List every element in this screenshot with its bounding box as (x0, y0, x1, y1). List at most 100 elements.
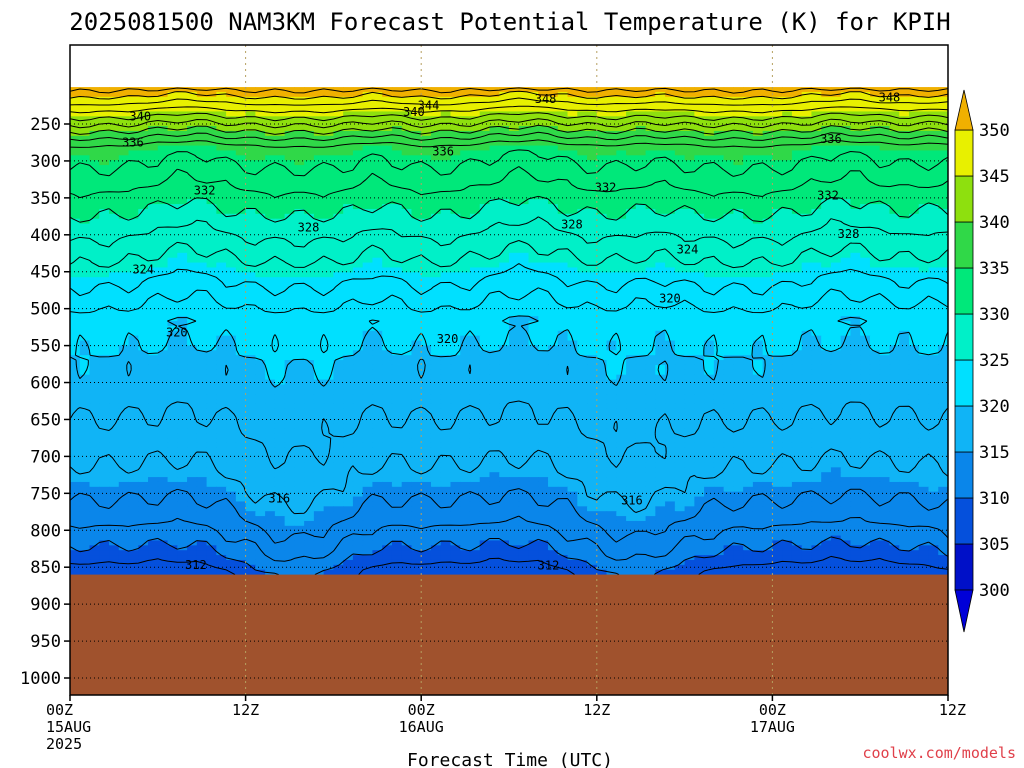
field-cell (918, 238, 930, 244)
field-cell (811, 174, 822, 181)
field-cell (245, 184, 256, 191)
field-cell (577, 228, 588, 234)
field-cell (333, 91, 344, 98)
field-cell (245, 316, 256, 322)
field-cell (908, 262, 920, 269)
field-cell (157, 101, 169, 108)
field-cell (713, 204, 725, 210)
field-cell (99, 306, 110, 312)
field-cell (352, 257, 364, 264)
field-cell (635, 316, 647, 322)
field-cell (762, 213, 773, 220)
field-cell (782, 106, 793, 113)
field-cell (713, 145, 725, 152)
field-cell (596, 247, 608, 254)
field-cell (265, 340, 276, 347)
field-cell (450, 262, 461, 269)
field-cell (216, 218, 227, 225)
field-cell (469, 223, 481, 230)
field-cell (196, 213, 208, 220)
field-cell (372, 189, 383, 195)
field-cell (499, 106, 510, 113)
field-cell (469, 243, 481, 249)
field-cell (811, 350, 822, 356)
field-cell (138, 130, 149, 137)
field-cell (577, 257, 588, 264)
field-cell (99, 199, 110, 205)
field-cell (577, 130, 588, 137)
field-cell (255, 96, 266, 103)
field-cell (606, 223, 617, 230)
field-cell (479, 208, 491, 215)
field-cell (450, 286, 461, 293)
field-cell (274, 355, 286, 361)
field-cell (304, 174, 315, 181)
field-cell (860, 101, 871, 108)
field-cell (479, 316, 491, 322)
field-cell (801, 316, 813, 322)
field-cell (723, 165, 734, 171)
field-cell (626, 277, 637, 283)
field-cell (733, 96, 744, 103)
field-cell (528, 291, 539, 298)
field-cell (196, 286, 208, 293)
field-cell (665, 262, 676, 269)
field-cell (382, 160, 393, 166)
field-cell (762, 223, 773, 230)
field-cell (801, 150, 813, 156)
field-cell (372, 291, 383, 298)
field-cell (372, 252, 383, 259)
field-cell (274, 145, 286, 152)
field-cell (713, 223, 725, 230)
field-cell (538, 306, 549, 312)
field-cell (635, 111, 647, 117)
field-cell (606, 96, 617, 103)
field-cell (889, 145, 900, 152)
field-cell (811, 321, 822, 327)
field-cell (489, 150, 500, 156)
field-cell (557, 208, 569, 215)
field-cell (791, 223, 803, 230)
field-cell (235, 91, 247, 98)
field-cell (723, 184, 734, 191)
field-cell (479, 262, 491, 269)
field-cell (548, 267, 559, 273)
field-cell (762, 316, 773, 322)
field-cell (821, 165, 832, 171)
field-cell (226, 325, 237, 332)
field-cell (89, 286, 100, 293)
field-cell (567, 91, 578, 98)
field-cell (99, 252, 110, 259)
field-cell (762, 238, 773, 244)
field-cell (518, 160, 530, 166)
field-cell (879, 330, 891, 337)
field-cell (928, 111, 939, 117)
field-cell (830, 160, 842, 166)
field-cell (284, 106, 295, 113)
field-cell (801, 252, 813, 259)
field-cell (411, 355, 422, 361)
field-cell (938, 199, 948, 205)
field-cell (265, 355, 276, 361)
field-cell (167, 169, 178, 176)
field-cell (567, 174, 578, 181)
field-cell (665, 272, 676, 278)
field-cell (128, 130, 139, 137)
field-cell (830, 321, 842, 327)
field-cell (333, 140, 344, 147)
field-cell (138, 267, 149, 273)
field-cell (430, 106, 442, 113)
field-cell (167, 208, 178, 215)
field-cell (382, 247, 393, 254)
field-cell (430, 247, 442, 254)
field-cell (518, 116, 530, 122)
field-cell (869, 223, 881, 230)
field-cell (743, 272, 754, 278)
field-cell (557, 126, 569, 132)
field-cell (548, 272, 559, 278)
field-cell (216, 301, 227, 308)
field-cell (382, 233, 393, 239)
field-cell (294, 345, 305, 351)
field-cell (674, 96, 686, 103)
field-cell (782, 291, 793, 298)
